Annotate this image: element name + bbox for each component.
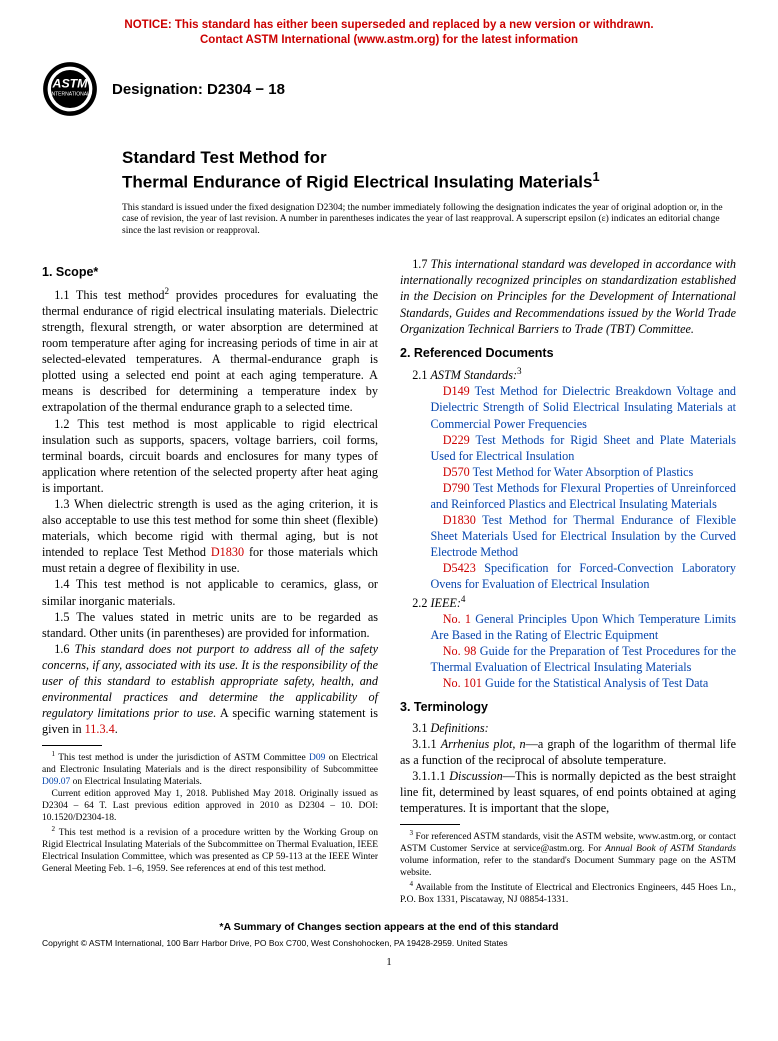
link-d09[interactable]: D09 [309, 754, 325, 764]
body-columns: 1. Scope* 1.1 This test method2 provides… [42, 256, 736, 907]
term-3-1-1-1: 3.1.1.1 Discussion—This is normally depi… [400, 768, 736, 816]
svg-text:INTERNATIONAL: INTERNATIONAL [50, 92, 90, 98]
issuance-note: This standard is issued under the fixed … [122, 203, 736, 239]
term-heading: 3. Terminology [400, 699, 736, 716]
link-1134[interactable]: 11.3.4 [85, 722, 115, 736]
copyright-line: Copyright © ASTM International, 100 Barr… [42, 938, 736, 949]
notice-banner: NOTICE: This standard has either been su… [42, 18, 736, 47]
scope-heading: 1. Scope* [42, 264, 378, 281]
scope-1-4: 1.4 This test method is not applicable t… [42, 576, 378, 608]
notice-line-1: NOTICE: This standard has either been su… [42, 18, 736, 33]
notice-line-2: Contact ASTM International (www.astm.org… [42, 33, 736, 48]
footnote-1: 1 This test method is under the jurisdic… [42, 750, 378, 789]
title-footnote-mark: 1 [592, 169, 599, 184]
ref-ieee-98: No. 98 Guide for the Preparation of Test… [400, 643, 736, 675]
svg-text:ASTM: ASTM [52, 77, 89, 91]
footnote-1-cont: Current edition approved May 1, 2018. Pu… [42, 789, 378, 825]
scope-1-6: 1.6 This standard does not purport to ad… [42, 641, 378, 738]
right-footnotes: 3 For referenced ASTM standards, visit t… [400, 824, 736, 907]
refs-2-2: 2.2 IEEE:4 [400, 593, 736, 611]
page-number: 1 [42, 955, 736, 969]
header-row: ASTM INTERNATIONAL Designation: D2304 − … [42, 61, 736, 117]
refs-heading: 2. Referenced Documents [400, 345, 736, 362]
footnote-4: 4 Available from the Institute of Electr… [400, 880, 736, 907]
scope-1-5: 1.5 The values stated in metric units ar… [42, 609, 378, 641]
left-footnotes: 1 This test method is under the jurisdic… [42, 745, 378, 875]
ref-ieee-1: No. 1 General Principles Upon Which Temp… [400, 611, 736, 643]
footnote-3: 3 For referenced ASTM standards, visit t… [400, 829, 736, 880]
link-d1830[interactable]: D1830 [211, 545, 244, 559]
ref-d790: D790 Test Methods for Flexural Propertie… [400, 480, 736, 512]
term-3-1: 3.1 Definitions: [400, 720, 736, 736]
title-line-2: Thermal Endurance of Rigid Electrical In… [122, 172, 592, 191]
scope-1-1: 1.1 This test method2 provides procedure… [42, 285, 378, 416]
ref-d149: D149 Test Method for Dielectric Breakdow… [400, 383, 736, 431]
scope-1-7: 1.7 This international standard was deve… [400, 256, 736, 336]
ref-ieee-101: No. 101 Guide for the Statistical Analys… [400, 675, 736, 691]
scope-1-3: 1.3 When dielectric strength is used as … [42, 496, 378, 576]
astm-logo: ASTM INTERNATIONAL [42, 61, 98, 117]
ref-d1830: D1830 Test Method for Thermal Endurance … [400, 512, 736, 560]
ref-d229: D229 Test Methods for Rigid Sheet and Pl… [400, 432, 736, 464]
term-3-1-1: 3.1.1 Arrhenius plot, n—a graph of the l… [400, 736, 736, 768]
summary-of-changes: *A Summary of Changes section appears at… [42, 921, 736, 934]
ref-d570: D570 Test Method for Water Absorption of… [400, 464, 736, 480]
ref-d5423: D5423 Specification for Forced-Convectio… [400, 560, 736, 592]
title-line-1: Standard Test Method for [122, 148, 327, 167]
scope-1-2: 1.2 This test method is most applicable … [42, 416, 378, 496]
link-d0907[interactable]: D09.07 [42, 777, 70, 787]
designation: Designation: D2304 − 18 [112, 80, 285, 99]
title-block: Standard Test Method for Thermal Enduran… [122, 147, 736, 192]
refs-2-1: 2.1 ASTM Standards:3 [400, 365, 736, 383]
footnote-2: 2 This test method is a revision of a pr… [42, 825, 378, 876]
